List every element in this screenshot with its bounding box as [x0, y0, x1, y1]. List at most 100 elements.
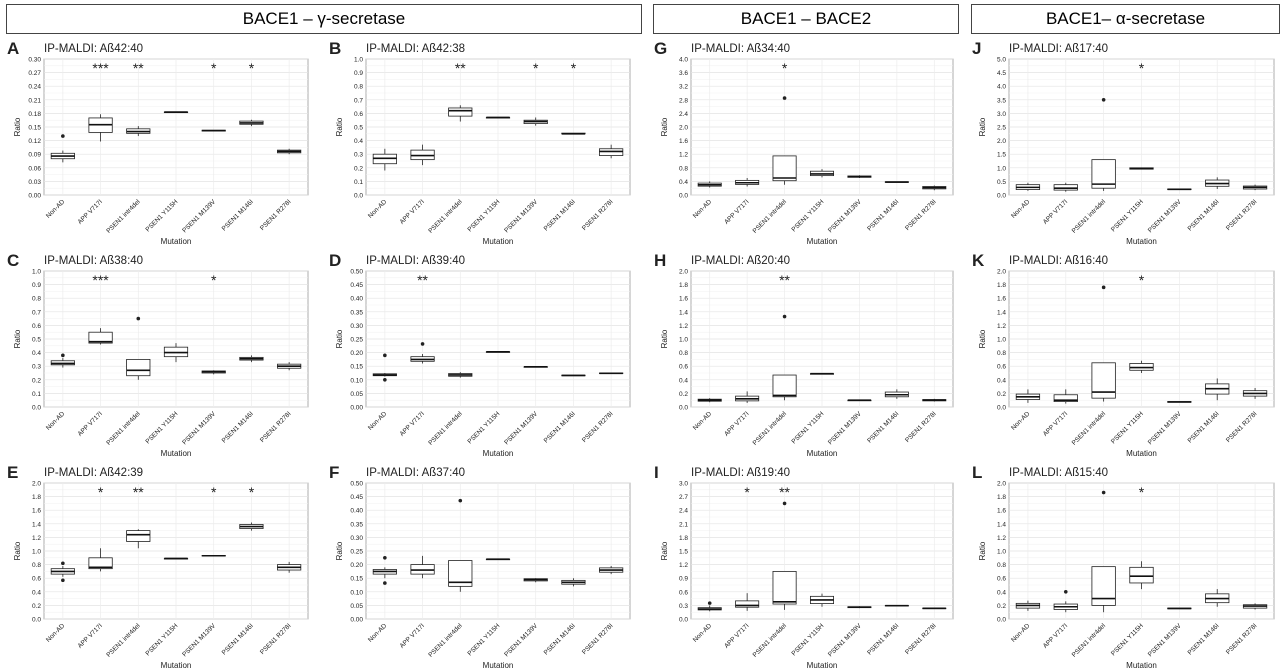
x-tick-label: Non-AD: [367, 622, 389, 644]
chart-panel-l: L IP-MALDI: Aß15:40 0.0 0.2 0.4 0.6 0.8 1.0 1.2 1…: [972, 463, 1275, 670]
outlier-point: [383, 378, 387, 382]
y-tick-label: 1.2: [679, 323, 688, 330]
x-tick-label: PSEN1 R278I: [1225, 198, 1259, 232]
y-tick-label: 0.00: [350, 617, 363, 624]
panel-letter: E: [7, 463, 18, 482]
y-tick-label: 0.4: [354, 138, 363, 145]
significance-stars: **: [133, 60, 144, 76]
x-tick-label: PSEN1 R278I: [581, 410, 615, 444]
y-tick-label: 0.8: [354, 84, 363, 91]
box-body: [126, 530, 151, 542]
panel-letter: K: [972, 251, 985, 270]
box-0: [372, 353, 397, 382]
box-4: [1167, 401, 1192, 403]
box-3: [163, 343, 189, 363]
box-body: [1091, 159, 1116, 189]
significance-stars: *: [744, 484, 750, 500]
y-tick-label: 0.2: [32, 603, 41, 610]
x-tick-label: PSEN1 M139V: [827, 198, 863, 234]
chart-panel-h: H IP-MALDI: Aß20:40 0.0 0.2 0.4 0.6 0.8 1.0 1.2 1…: [654, 251, 954, 458]
x-tick-label: PSEN1 R278I: [581, 622, 615, 656]
x-tick-label: PSEN1 Y115H: [466, 198, 501, 233]
y-tick-label: 2.4: [679, 111, 688, 118]
y-tick-label: 2.0: [679, 269, 688, 276]
box-body: [448, 560, 473, 587]
y-axis-label: Ratio: [13, 541, 22, 560]
significance-stars: *: [1139, 272, 1145, 288]
y-tick-label: 0.2: [32, 377, 41, 384]
y-axis-label: Ratio: [660, 541, 669, 560]
chart-panel-i: I IP-MALDI: Aß19:40 0.0 0.3 0.6 0.9 1.2 1.5 1.8 2…: [654, 463, 954, 670]
y-tick-label: 4.5: [997, 70, 1006, 77]
x-tick-label: PSEN1 Y115H: [466, 622, 501, 657]
box-0: [372, 148, 397, 171]
panel-letter: C: [7, 251, 19, 270]
significance-stars: *: [533, 60, 539, 76]
box-0: [1015, 600, 1041, 611]
y-tick-label: 0.00: [350, 405, 363, 412]
x-tick-label: APP V717I: [1042, 410, 1069, 437]
y-tick-label: 2.5: [997, 125, 1006, 132]
y-tick-label: 3.0: [997, 111, 1006, 118]
y-tick-label: 0.6: [354, 111, 363, 118]
box-2: [448, 372, 473, 378]
y-tick-label: 0.6: [32, 323, 41, 330]
box-1: *: [88, 484, 113, 572]
box-1: [735, 178, 760, 187]
x-tick-label: PSEN1 R278I: [1225, 410, 1259, 444]
y-tick-label: 2.4: [679, 508, 688, 515]
x-tick-label: PSEN1 Y115H: [144, 622, 179, 657]
x-tick-label: PSEN1 intr4del: [1071, 622, 1108, 659]
x-tick-label: PSEN1 R278I: [259, 622, 293, 656]
panel-title: IP-MALDI: Aß19:40: [691, 467, 790, 479]
y-tick-label: 0.15: [350, 364, 363, 371]
y-tick-label: 0.15: [28, 125, 41, 132]
y-tick-label: 0.05: [350, 603, 363, 610]
box-2: *: [772, 60, 797, 185]
y-tick-label: 0.7: [32, 309, 41, 316]
x-tick-label: PSEN1 intr4del: [105, 410, 142, 447]
chart-panel-a: A IP-MALDI: Aß42:40 0.00 0.03 0.06 0.09 0.12 0.…: [7, 39, 309, 246]
y-tick-label: 0.05: [350, 391, 363, 398]
x-tick-label: PSEN1 intr4del: [752, 410, 789, 447]
x-tick-label: PSEN1 M146I: [543, 410, 577, 444]
y-tick-label: 1.8: [997, 494, 1006, 501]
box-5: [561, 578, 586, 587]
y-tick-label: 0.2: [997, 603, 1006, 610]
y-tick-label: 0.0: [679, 405, 688, 412]
x-tick-label: PSEN1 M146I: [221, 622, 255, 656]
box-3: *: [1129, 484, 1154, 590]
y-tick-label: 0.09: [28, 152, 41, 159]
y-tick-label: 0.8: [679, 350, 688, 357]
panel-letter: B: [329, 39, 341, 58]
panel-title: IP-MALDI: Aß42:39: [44, 467, 143, 479]
y-tick-label: 3.6: [679, 70, 688, 77]
significance-stars: *: [782, 60, 788, 76]
y-tick-label: 0.6: [679, 589, 688, 596]
box-4: [847, 175, 872, 178]
y-tick-label: 1.0: [679, 337, 688, 344]
y-tick-label: 1.0: [997, 549, 1006, 556]
significance-stars: *: [249, 60, 255, 76]
box-body: [88, 331, 113, 344]
y-tick-label: 0.6: [997, 576, 1006, 583]
y-tick-label: 2.0: [997, 138, 1006, 145]
y-tick-label: 1.5: [679, 549, 688, 556]
y-tick-label: 0.0: [997, 617, 1006, 624]
significance-stars: **: [779, 272, 790, 288]
chart-panel-c: C IP-MALDI: Aß38:40 0.0 0.1 0.2 0.3 0.4 0.5 0.6 0…: [7, 251, 309, 458]
x-tick-label: Non-AD: [45, 198, 67, 220]
y-tick-label: 0.4: [679, 377, 688, 384]
y-tick-label: 0.4: [997, 589, 1006, 596]
y-tick-label: 0.45: [350, 282, 363, 289]
y-tick-label: 0.10: [350, 377, 363, 384]
y-tick-label: 1.6: [997, 296, 1006, 303]
x-tick-label: PSEN1 M139V: [181, 622, 217, 658]
y-tick-label: 0.8: [997, 562, 1006, 569]
box-body: [1053, 184, 1078, 191]
box-6: [922, 607, 947, 610]
x-axis-label: Mutation: [807, 449, 838, 458]
y-tick-label: 0.20: [350, 350, 363, 357]
box-0: [697, 181, 722, 188]
y-tick-label: 0.0: [32, 405, 41, 412]
